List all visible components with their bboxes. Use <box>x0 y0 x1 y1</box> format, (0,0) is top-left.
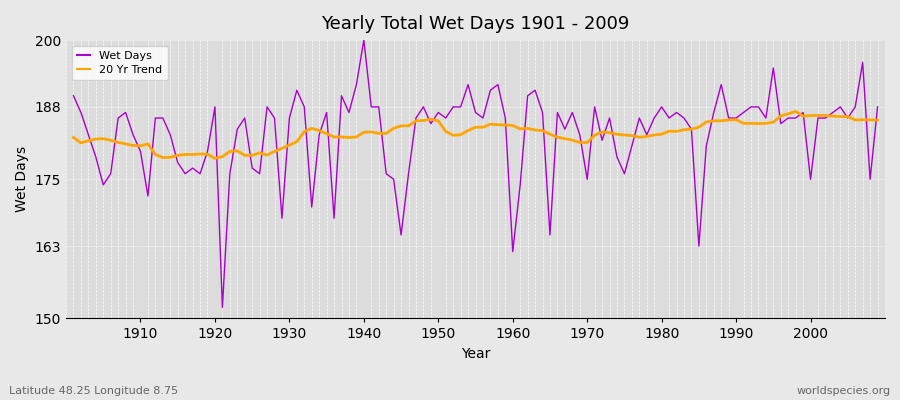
20 Yr Trend <box>68 135 79 140</box>
Text: worldspecies.org: worldspecies.org <box>796 386 891 396</box>
Wet Days <box>358 38 369 42</box>
20 Yr Trend <box>790 109 801 114</box>
Wet Days <box>217 305 228 310</box>
20 Yr Trend <box>210 156 220 161</box>
20 Yr Trend <box>344 135 355 140</box>
Wet Days <box>128 132 139 137</box>
X-axis label: Year: Year <box>461 347 491 361</box>
20 Yr Trend <box>128 143 139 148</box>
Wet Days <box>522 93 533 98</box>
20 Yr Trend <box>872 118 883 122</box>
Title: Yearly Total Wet Days 1901 - 2009: Yearly Total Wet Days 1901 - 2009 <box>321 15 630 33</box>
20 Yr Trend <box>604 130 615 135</box>
Wet Days <box>68 93 79 98</box>
Legend: Wet Days, 20 Yr Trend: Wet Days, 20 Yr Trend <box>72 46 168 80</box>
20 Yr Trend <box>299 129 310 134</box>
Wet Days <box>872 104 883 109</box>
Wet Days <box>299 104 310 109</box>
Text: Latitude 48.25 Longitude 8.75: Latitude 48.25 Longitude 8.75 <box>9 386 178 396</box>
Wet Days <box>344 110 355 115</box>
Wet Days <box>612 154 623 159</box>
Wet Days <box>515 182 526 187</box>
Line: Wet Days: Wet Days <box>74 40 878 307</box>
Line: 20 Yr Trend: 20 Yr Trend <box>74 111 878 158</box>
Y-axis label: Wet Days: Wet Days <box>15 146 29 212</box>
20 Yr Trend <box>508 123 518 128</box>
20 Yr Trend <box>515 126 526 131</box>
